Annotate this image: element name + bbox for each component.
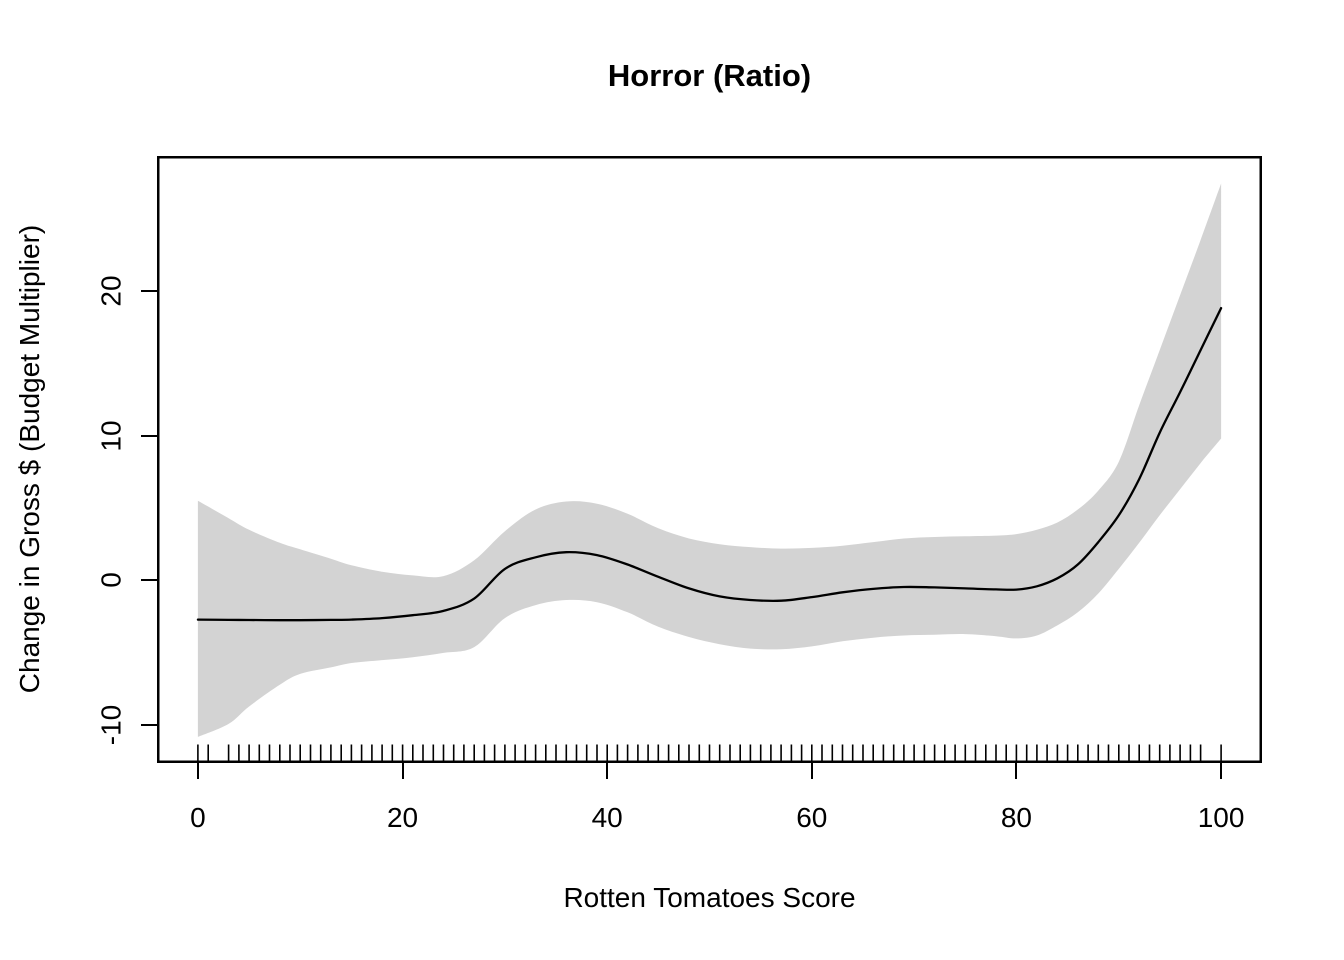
x-tick-label: 100 <box>1197 802 1245 833</box>
y-tick-label: -10 <box>95 705 127 746</box>
x-tick-label: 80 <box>1000 802 1033 833</box>
chart-title: Horror (Ratio) <box>607 58 812 93</box>
y-tick-label: 10 <box>95 420 127 452</box>
x-tick-label: 40 <box>591 802 623 833</box>
x-tick-label: 0 <box>190 802 206 833</box>
x-tick <box>1015 763 1018 779</box>
x-tick <box>401 763 404 779</box>
y-tick <box>141 579 157 582</box>
x-tick-label: 20 <box>386 802 419 833</box>
x-tick <box>196 763 199 779</box>
smooth-line <box>196 306 1223 622</box>
x-tick <box>606 763 609 779</box>
plot-area <box>157 156 1262 763</box>
x-tick <box>810 763 813 779</box>
y-tick <box>141 289 157 292</box>
x-axis-title: Rotten Tomatoes Score <box>563 882 856 913</box>
plot-border <box>157 156 1262 763</box>
x-tick <box>1220 763 1223 779</box>
y-tick-label: 0 <box>95 572 127 589</box>
y-tick-label: 20 <box>95 275 127 307</box>
y-tick <box>141 434 157 437</box>
y-tick <box>141 724 157 727</box>
confidence-band <box>197 183 1222 737</box>
rug-marks <box>197 744 1222 762</box>
y-axis-title: Change in Gross $ (Budget Multiplier) <box>14 224 45 694</box>
x-tick-label: 60 <box>796 802 828 833</box>
